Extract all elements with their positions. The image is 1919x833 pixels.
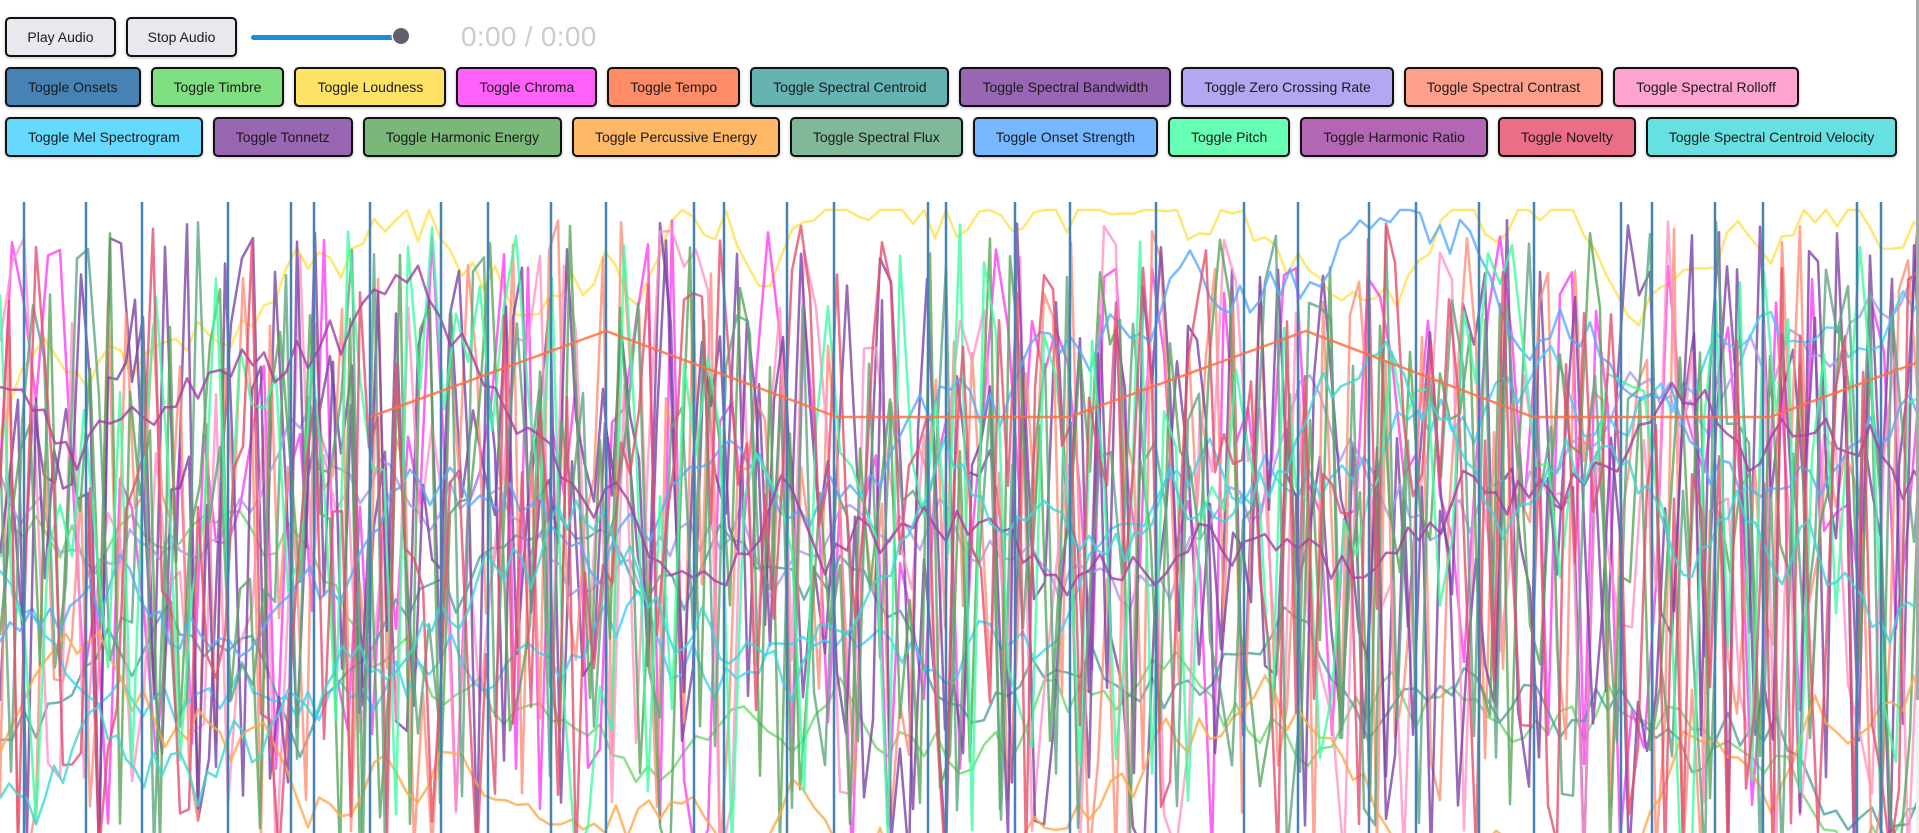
toggle-spectral-centroid-button[interactable]: Toggle Spectral Centroid: [750, 67, 950, 107]
tempo-line: [369, 329, 1916, 419]
toggle-chroma-button[interactable]: Toggle Chroma: [456, 67, 598, 107]
feature-toggles-row-2: Toggle Mel Spectrogram Toggle Tonnetz Togg…: [5, 117, 1907, 157]
toggle-spectral-contrast-button[interactable]: Toggle Spectral Contrast: [1403, 67, 1604, 107]
stop-audio-button[interactable]: Stop Audio: [126, 17, 237, 57]
feature-lines-chart: [0, 202, 1916, 833]
slider-track: [251, 35, 401, 40]
feature-visualization-canvas: [0, 200, 1916, 833]
toggle-novelty-button[interactable]: Toggle Novelty: [1497, 117, 1636, 157]
series-line-spectral-centroid-velocity: [0, 340, 1916, 826]
series-line-tonnetz: [0, 222, 1916, 833]
series-line-harmonic-ratio: [0, 264, 1916, 597]
toggle-onsets-button[interactable]: Toggle Onsets: [5, 67, 141, 107]
toggle-harmonic-ratio-button[interactable]: Toggle Harmonic Ratio: [1300, 117, 1488, 157]
toggle-pitch-button[interactable]: Toggle Pitch: [1168, 117, 1291, 157]
audio-controls: Play Audio Stop Audio 0:00 / 0:00: [5, 17, 597, 57]
toggle-spectral-flux-button[interactable]: Toggle Spectral Flux: [789, 117, 963, 157]
series-line-spectral-bandwidth: [0, 218, 1916, 833]
toggle-spectral-centroid-velocity-button[interactable]: Toggle Spectral Centroid Velocity: [1645, 117, 1898, 157]
time-display: 0:00 / 0:00: [461, 21, 597, 52]
scrollbar-thumb[interactable]: [1916, 0, 1919, 700]
toggle-mel-spectrogram-button[interactable]: Toggle Mel Spectrogram: [5, 117, 203, 157]
toggle-zero-crossing-rate-button[interactable]: Toggle Zero Crossing Rate: [1181, 67, 1394, 107]
toggle-loudness-button[interactable]: Toggle Loudness: [294, 67, 447, 107]
series-line-spectral-flux: [0, 220, 1916, 833]
slider-thumb[interactable]: [393, 28, 409, 44]
toggle-tonnetz-button[interactable]: Toggle Tonnetz: [212, 117, 353, 157]
series-line-harmonic-energy: [0, 224, 1916, 833]
vertical-scrollbar[interactable]: [1916, 0, 1919, 833]
toggle-onset-strength-button[interactable]: Toggle Onset Strength: [972, 117, 1159, 157]
toggle-harmonic-energy-button[interactable]: Toggle Harmonic Energy: [362, 117, 562, 157]
volume-slider[interactable]: [249, 27, 409, 47]
series-line-novelty: [0, 222, 1916, 833]
toggle-timbre-button[interactable]: Toggle Timbre: [150, 67, 285, 107]
toggle-spectral-bandwidth-button[interactable]: Toggle Spectral Bandwidth: [959, 67, 1172, 107]
play-audio-button[interactable]: Play Audio: [5, 17, 116, 57]
series-line-pitch: [0, 223, 1916, 833]
series-line-loudness: [0, 208, 1916, 436]
toggle-tempo-button[interactable]: Toggle Tempo: [607, 67, 741, 107]
feature-toggles-row-1: Toggle Onsets Toggle Timbre Toggle Loudnes…: [5, 67, 1809, 107]
series-line-percussive-energy: [0, 631, 1916, 833]
toggle-spectral-rolloff-button[interactable]: Toggle Spectral Rolloff: [1613, 67, 1799, 107]
toggle-percussive-energy-button[interactable]: Toggle Percussive Energy: [571, 117, 780, 157]
